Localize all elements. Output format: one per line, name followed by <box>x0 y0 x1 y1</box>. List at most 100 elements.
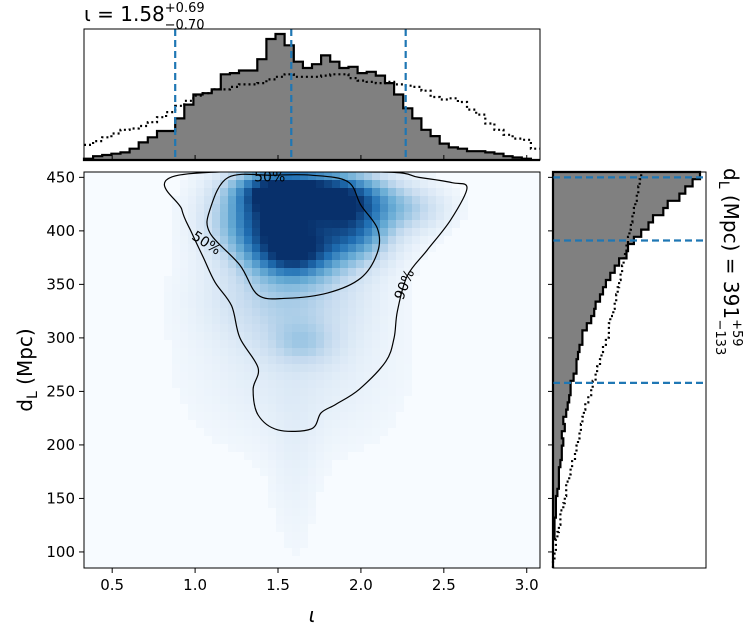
heatmap-cell <box>388 316 396 324</box>
heatmap-cell <box>268 300 276 308</box>
heatmap-cell <box>388 396 396 404</box>
heatmap-cell <box>188 412 196 420</box>
y-tick-label: 300 <box>46 329 75 347</box>
heatmap-cell <box>244 220 252 228</box>
heatmap-cell <box>308 180 316 188</box>
heatmap-cell <box>340 252 348 260</box>
heatmap-cell <box>252 228 260 236</box>
heatmap-cell <box>212 292 220 300</box>
heatmap-cell <box>316 484 324 492</box>
heatmap-cell <box>260 268 268 276</box>
heatmap-cell <box>412 244 420 252</box>
heatmap-cell <box>244 180 252 188</box>
heatmap-cell <box>340 260 348 268</box>
heatmap-cell <box>220 348 228 356</box>
heatmap-cell <box>252 348 260 356</box>
heatmap-cell <box>268 396 276 404</box>
heatmap-cell <box>220 420 228 428</box>
heatmap-cell <box>228 324 236 332</box>
heatmap-cell <box>268 180 276 188</box>
heatmap-cell <box>388 356 396 364</box>
heatmap-cell <box>196 228 204 236</box>
heatmap-cell <box>292 260 300 268</box>
heatmap-cell <box>236 364 244 372</box>
heatmap-cell <box>236 188 244 196</box>
heatmap-cell <box>300 380 308 388</box>
heatmap-cell <box>404 348 412 356</box>
heatmap-cell <box>284 428 292 436</box>
heatmap-cell <box>172 268 180 276</box>
heatmap-cell <box>388 284 396 292</box>
heatmap-cell <box>196 276 204 284</box>
heatmap-cell <box>212 380 220 388</box>
heatmap-cell <box>252 292 260 300</box>
prior-step <box>84 73 540 150</box>
heatmap-cell <box>292 300 300 308</box>
heatmap-cell <box>372 348 380 356</box>
heatmap-cell <box>348 324 356 332</box>
heatmap-cell <box>172 308 180 316</box>
heatmap-cell <box>348 228 356 236</box>
heatmap-cell <box>324 220 332 228</box>
heatmap-cell <box>332 332 340 340</box>
heatmap-cell <box>316 340 324 348</box>
heatmap-cell <box>308 364 316 372</box>
heatmap-cell <box>196 284 204 292</box>
heatmap-cell <box>260 380 268 388</box>
heatmap-cell <box>372 324 380 332</box>
heatmap-cell <box>244 356 252 364</box>
heatmap-cell <box>284 516 292 524</box>
heatmap-cell <box>316 396 324 404</box>
heatmap-cell <box>284 316 292 324</box>
heatmap-cell <box>308 316 316 324</box>
heatmap-cell <box>276 260 284 268</box>
heatmap-cell <box>188 276 196 284</box>
heatmap-cell <box>268 468 276 476</box>
heatmap-cell <box>380 332 388 340</box>
heatmap-cell <box>332 276 340 284</box>
heatmap-cell <box>284 236 292 244</box>
heatmap-cell <box>388 412 396 420</box>
heatmap-cell <box>332 316 340 324</box>
heatmap-cell <box>428 228 436 236</box>
heatmap-cell <box>244 212 252 220</box>
heatmap-cell <box>332 396 340 404</box>
heatmap-cell <box>316 188 324 196</box>
contour-label: 50% <box>254 169 285 185</box>
heatmap-cell <box>220 412 228 420</box>
heatmap-cell <box>188 388 196 396</box>
heatmap-cell <box>340 356 348 364</box>
heatmap-cell <box>284 220 292 228</box>
heatmap-cell <box>252 428 260 436</box>
heatmap-cell <box>324 204 332 212</box>
heatmap-cell <box>300 196 308 204</box>
heatmap-cell <box>276 268 284 276</box>
heatmap-cell <box>244 300 252 308</box>
heatmap-cell <box>404 260 412 268</box>
heatmap-cell <box>316 292 324 300</box>
heatmap-cell <box>284 196 292 204</box>
heatmap-cell <box>276 388 284 396</box>
heatmap-cell <box>196 180 204 188</box>
heatmap-cell <box>244 452 252 460</box>
heatmap-cell <box>348 444 356 452</box>
heatmap-cell <box>316 228 324 236</box>
heatmap-cell <box>220 316 228 324</box>
heatmap-cell <box>236 356 244 364</box>
heatmap-cell <box>252 420 260 428</box>
heatmap-cell <box>300 348 308 356</box>
heatmap-cell <box>308 444 316 452</box>
heatmap-cell <box>236 332 244 340</box>
heatmap-cell <box>228 204 236 212</box>
heatmap-cell <box>340 244 348 252</box>
posterior-fill <box>553 172 700 568</box>
heatmap-cell <box>276 364 284 372</box>
heatmap-cell <box>364 324 372 332</box>
heatmap-cell <box>180 236 188 244</box>
heatmap-cell <box>308 348 316 356</box>
heatmap-cell <box>196 212 204 220</box>
heatmap-cell <box>236 380 244 388</box>
heatmap-cell <box>268 444 276 452</box>
heatmap-cell <box>428 180 436 188</box>
heatmap-cell <box>212 204 220 212</box>
